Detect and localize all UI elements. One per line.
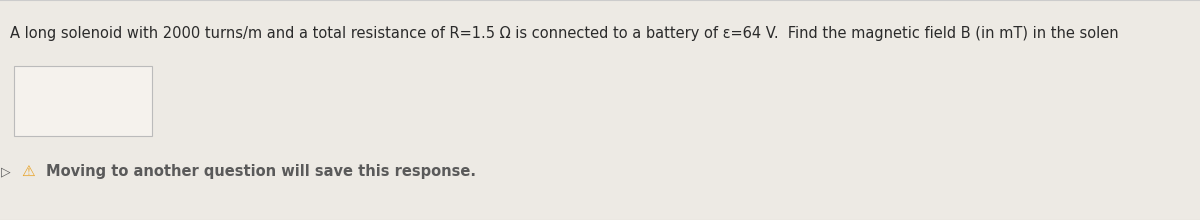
Text: Moving to another question will save this response.: Moving to another question will save thi… [46, 164, 475, 179]
Text: ⚠: ⚠ [22, 164, 35, 179]
Text: ▷: ▷ [1, 165, 11, 178]
FancyBboxPatch shape [14, 66, 152, 136]
Text: A long solenoid with 2000 turns/m and a total resistance of R=1.5 Ω is connected: A long solenoid with 2000 turns/m and a … [10, 26, 1118, 41]
